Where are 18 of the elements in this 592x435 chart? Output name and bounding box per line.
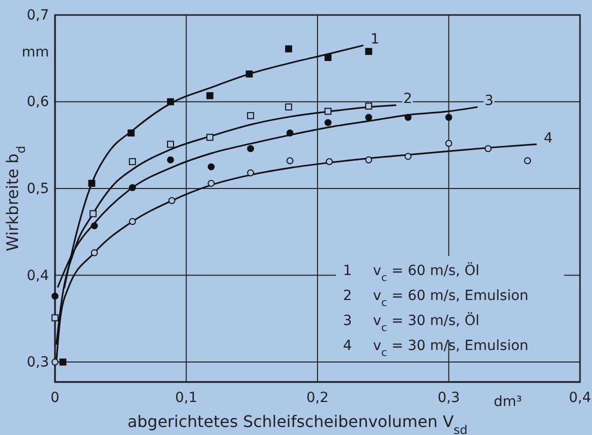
y-tick-label: 0,3 (26, 354, 49, 371)
x-tick-label: 0,4 (568, 390, 592, 406)
x-tick-label: 0 (50, 390, 60, 406)
x-axis-title: abgerichtetes Schleifscheibenvolumen V$_{sd}$ (127, 412, 468, 435)
y-tick-label: 0,4 (26, 268, 50, 284)
y-tick-label: 0,6 (26, 94, 50, 110)
text: 3 v$_{c}$ = 30 m/s, Öl (343, 313, 480, 334)
text: dm³ (494, 394, 522, 410)
y-tick-label: 0,5 (26, 181, 49, 197)
x-tick-label: 0,2 (306, 390, 329, 406)
y-tick-label: 0,7 (26, 7, 49, 24)
x-tick-label: 0,1 (175, 390, 198, 406)
x-tick-label: 0,3 (438, 390, 460, 406)
text: 1 v$_{c}$ = 60 m/s, Öl (343, 263, 480, 284)
series-label: 1 (370, 31, 380, 48)
text: 2 v$_{c}$ = 60 m/s, Emulsion (343, 288, 528, 309)
text: mm (22, 44, 49, 61)
series-label: 4 (544, 130, 553, 146)
